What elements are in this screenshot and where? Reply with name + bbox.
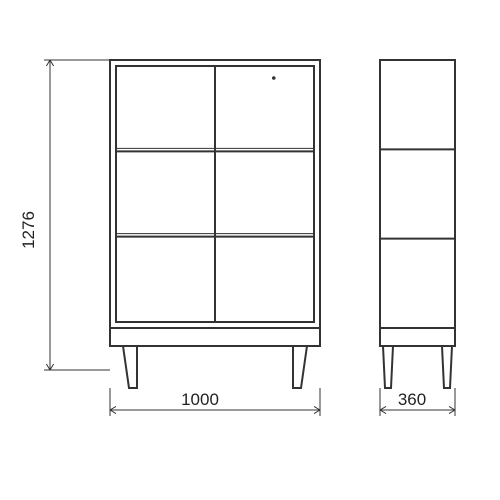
depth-label: 360 [398, 390, 426, 409]
mark-dot [272, 76, 276, 80]
width-label: 1000 [181, 390, 219, 409]
height-label: 1276 [19, 211, 38, 249]
